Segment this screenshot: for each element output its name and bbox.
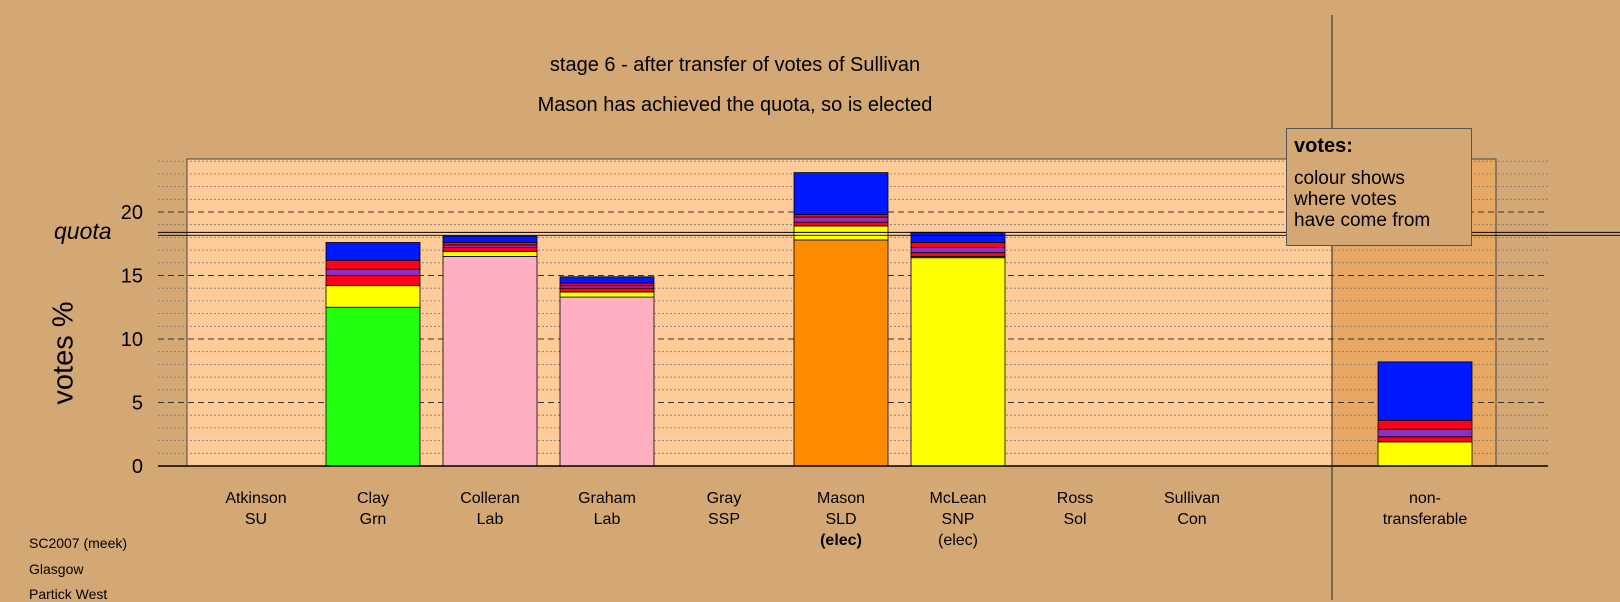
- footer-line-ward: Partick West: [29, 586, 108, 602]
- y-tick-label: 5: [132, 393, 143, 415]
- legend-line: where votes: [1294, 189, 1397, 210]
- candidate-name: Mason: [817, 490, 865, 507]
- candidate-status: (elec): [820, 532, 862, 549]
- legend-title: votes:: [1294, 135, 1353, 157]
- candidate-party: Lab: [594, 511, 621, 528]
- bar-nontransferable-segment: [1377, 428, 1473, 438]
- y-tick-label: 15: [121, 266, 143, 288]
- nontransferable-label: non-: [1409, 490, 1441, 507]
- bar-clay-segment: [325, 285, 421, 308]
- candidate-name: Ross: [1057, 490, 1093, 507]
- y-tick-label: 20: [121, 202, 143, 224]
- chart-subtitle: Mason has achieved the quota, so is elec…: [537, 94, 933, 116]
- candidate-name: Graham: [578, 490, 636, 507]
- quota-label: quota: [54, 218, 112, 244]
- bar-clay-segment: [325, 275, 421, 287]
- bar-graham-segment: [559, 296, 655, 467]
- bar-mason-segment: [793, 225, 889, 241]
- bar-nontransferable-segment: [1377, 361, 1473, 421]
- bar-mason-segment: [793, 172, 889, 215]
- candidate-party: Con: [1177, 511, 1206, 528]
- bar-clay-segment: [325, 259, 421, 270]
- candidate-party: SSP: [708, 511, 740, 528]
- footer-line-election: SC2007 (meek): [29, 535, 128, 551]
- candidate-party: Grn: [360, 511, 387, 528]
- candidate-name: Clay: [357, 490, 389, 507]
- y-tick-label: 10: [121, 329, 143, 351]
- bar-mclean-segment: [910, 231, 1006, 243]
- candidate-status: (elec): [938, 532, 978, 549]
- candidate-party: SU: [245, 511, 267, 528]
- candidate-party: SLD: [825, 511, 856, 528]
- bar-nontransferable-segment: [1377, 419, 1473, 430]
- bar-colleran-segment: [442, 256, 538, 467]
- candidate-party: Lab: [477, 511, 504, 528]
- legend-line: colour shows: [1294, 168, 1405, 189]
- bar-graham-segment: [559, 276, 655, 284]
- bar-clay-segment: [325, 242, 421, 261]
- legend-line: have come from: [1294, 210, 1431, 231]
- bar-mclean-segment: [910, 252, 1006, 257]
- bar-colleran-segment: [442, 247, 538, 252]
- bar-clay-segment: [325, 268, 421, 276]
- bar-mason-segment: [793, 216, 889, 223]
- chart-title: stage 6 - after transfer of votes of Sul…: [549, 54, 921, 76]
- bar-mason-segment: [793, 221, 889, 227]
- bar-mason-segment: [793, 239, 889, 467]
- nontransferable-label: transferable: [1383, 511, 1468, 528]
- candidate-party: SNP: [942, 511, 975, 528]
- candidate-name: Sullivan: [1164, 490, 1220, 507]
- candidate-name: Colleran: [460, 490, 520, 507]
- bar-colleran-segment: [442, 235, 538, 243]
- legend-box: votes: colour shows where votes have com…: [1286, 128, 1472, 246]
- bar-graham-segment: [559, 287, 655, 293]
- candidate-party: Sol: [1063, 511, 1086, 528]
- bar-nontransferable-segment: [1377, 441, 1473, 467]
- candidate-name: McLean: [930, 490, 987, 507]
- bar-clay-segment: [325, 306, 421, 467]
- bar-graham-segment: [559, 291, 655, 298]
- footer-line-council: Glasgow: [29, 561, 84, 577]
- candidate-name: Gray: [707, 490, 742, 507]
- bar-nontransferable-segment: [1377, 436, 1473, 443]
- candidate-name: Atkinson: [225, 490, 286, 507]
- bar-mclean-segment: [910, 257, 1006, 467]
- y-axis-label: votes %: [47, 301, 80, 405]
- y-tick-label: 0: [132, 456, 143, 478]
- bar-colleran-segment: [442, 250, 538, 257]
- bar-mclean-segment: [910, 247, 1006, 254]
- bar-mclean-segment: [910, 242, 1006, 248]
